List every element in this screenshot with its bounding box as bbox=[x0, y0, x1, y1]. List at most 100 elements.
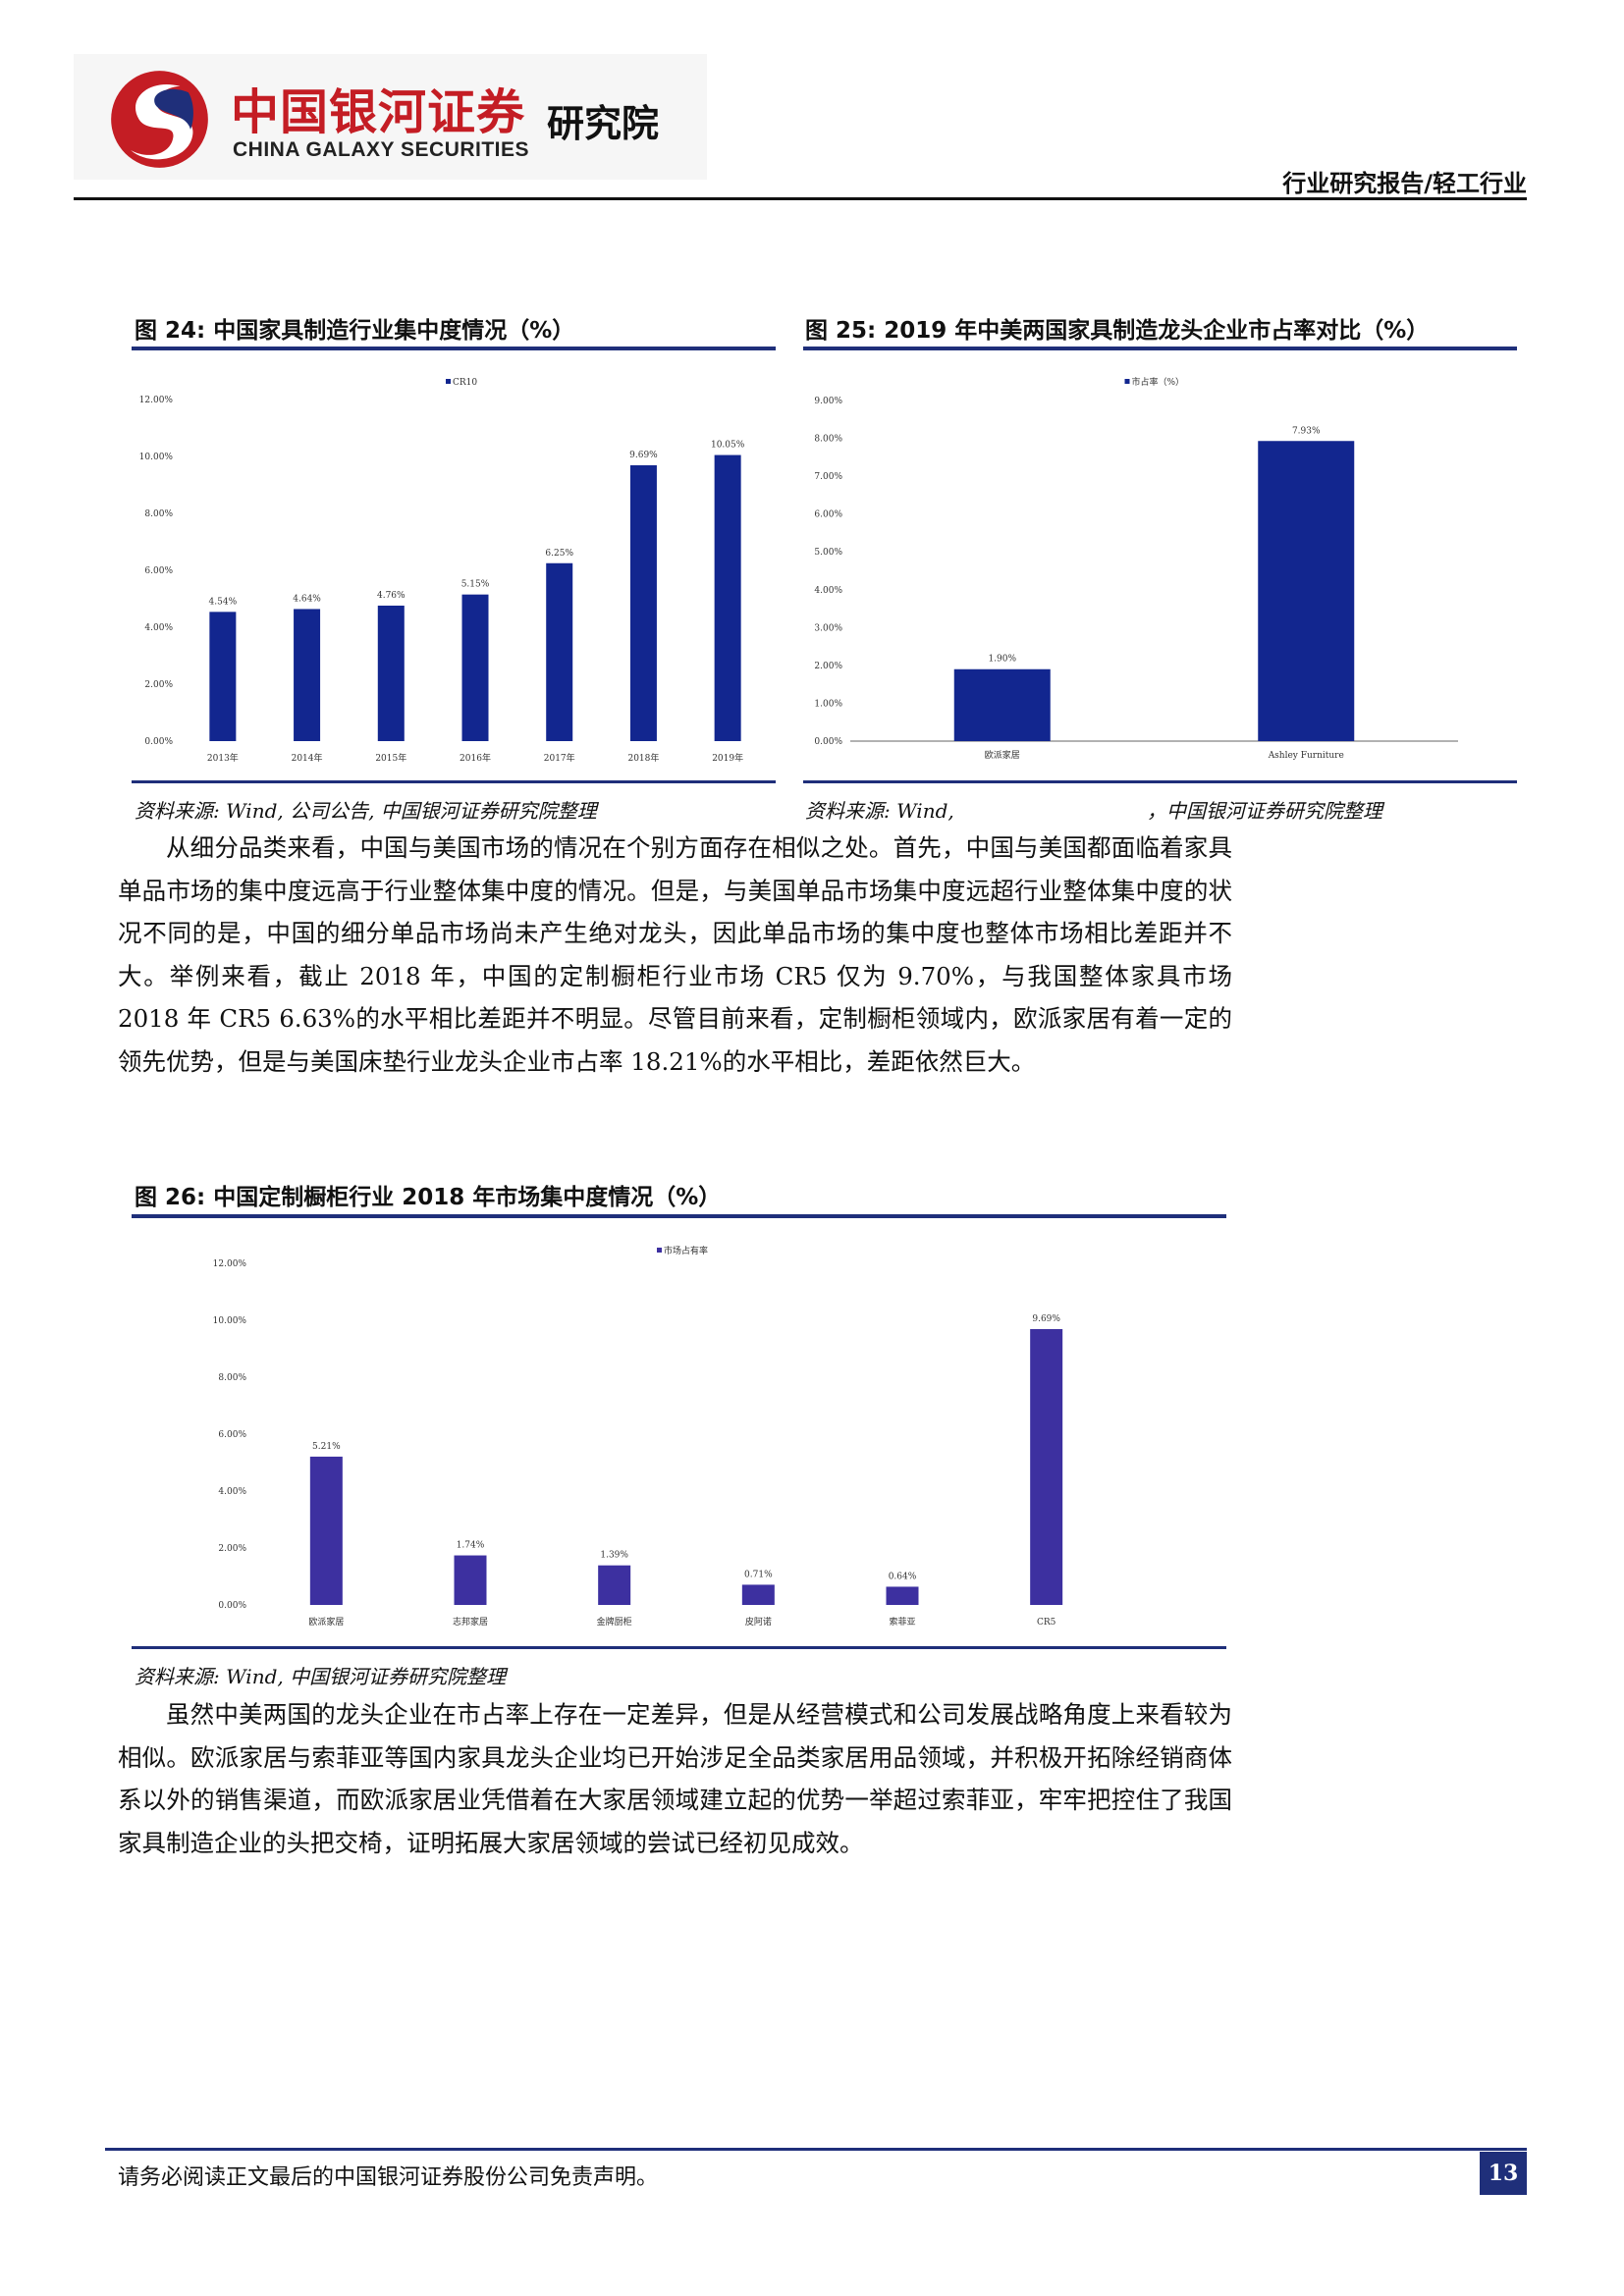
y-tick-label: 4.00% bbox=[144, 623, 173, 633]
footer-disclaimer: 请务必阅读正文最后的中国银河证券股份公司免责声明。 bbox=[118, 2165, 659, 2190]
x-category-label: 2017年 bbox=[544, 752, 575, 764]
bar-value-label: 9.69% bbox=[1032, 1314, 1060, 1324]
page-header: 中国银河证券 CHINA GALAXY SECURITIES 研究院 行业研究报… bbox=[74, 54, 1527, 201]
legend: 市场占有率 bbox=[657, 1245, 708, 1256]
y-tick-label: 3.00% bbox=[814, 623, 842, 633]
x-category-label: 2013年 bbox=[207, 752, 239, 764]
bar-value-label: 5.15% bbox=[461, 580, 490, 590]
fig26-top-rule bbox=[132, 1214, 1226, 1218]
bar-value-label: 4.54% bbox=[209, 597, 238, 607]
bar-value-label: 7.93% bbox=[1292, 426, 1321, 436]
bar bbox=[461, 594, 489, 741]
bar-value-label: 10.05% bbox=[711, 441, 745, 451]
paragraph-text: 从细分品类来看，中国与美国市场的情况在个别方面存在相似之处。首先，中国与美国都面… bbox=[118, 833, 1232, 1076]
bar-value-label: 0.64% bbox=[889, 1572, 917, 1581]
y-tick-label: 8.00% bbox=[218, 1373, 246, 1383]
x-category-label: 2016年 bbox=[460, 752, 491, 764]
x-category-label: 志邦家居 bbox=[453, 1616, 488, 1628]
y-tick-label: 2.00% bbox=[144, 680, 173, 690]
bar bbox=[546, 562, 573, 741]
legend-swatch bbox=[446, 379, 451, 384]
bar-value-label: 9.69% bbox=[629, 451, 658, 460]
bar bbox=[953, 668, 1051, 741]
fig25-source-right: ，中国银河证券研究院整理 bbox=[1147, 799, 1382, 823]
bar bbox=[454, 1555, 487, 1605]
fig24-top-rule bbox=[132, 347, 776, 350]
bar bbox=[309, 1456, 343, 1605]
fig26-bottom-rule bbox=[132, 1646, 1226, 1649]
fig26-chart: 市场占有率 0.00% 2.00% 4.00% 6.00% 8.00% 10.00% 12.0… bbox=[132, 1232, 1226, 1639]
bar bbox=[629, 464, 657, 741]
bar-value-label: 6.25% bbox=[545, 549, 573, 559]
fig24-title: 图 24: 中国家具制造行业集中度情况（%） bbox=[135, 318, 575, 344]
bar-value-label: 4.64% bbox=[293, 594, 321, 604]
bar-value-label: 4.76% bbox=[377, 591, 406, 601]
fig25-chart: 市占率（%） 0.00% 1.00% 2.00% 3.00% 4.00% 5.00% 6.00… bbox=[803, 363, 1517, 775]
report-type: 行业研究报告/轻工行业 bbox=[1282, 170, 1527, 197]
y-tick-label: 4.00% bbox=[218, 1487, 246, 1497]
fig24-bottom-rule bbox=[132, 780, 776, 783]
bar bbox=[209, 612, 237, 741]
legend-swatch bbox=[657, 1248, 662, 1253]
fig26-title: 图 26: 中国定制橱柜行业 2018 年市场集中度情况（%） bbox=[135, 1185, 722, 1210]
y-tick-label: 0.00% bbox=[144, 737, 173, 747]
bar-value-label: 5.21% bbox=[312, 1442, 341, 1452]
bar-value-label: 1.74% bbox=[457, 1541, 485, 1551]
x-category-label: 2015年 bbox=[375, 752, 406, 764]
logo: 中国银河证券 CHINA GALAXY SECURITIES 研究院 bbox=[74, 54, 707, 180]
fig24-source: 资料来源: Wind, 公司公告, 中国银河证券研究院整理 bbox=[135, 799, 597, 823]
bar bbox=[741, 1584, 775, 1605]
y-tick-label: 5.00% bbox=[814, 548, 842, 558]
header-divider bbox=[74, 197, 1527, 200]
fig26-source: 资料来源: Wind, 中国银河证券研究院整理 bbox=[135, 1665, 507, 1688]
logo-institute: 研究院 bbox=[547, 102, 660, 145]
page-number: 13 bbox=[1480, 2152, 1527, 2195]
y-tick-label: 12.00% bbox=[139, 396, 174, 405]
body-paragraph-2: 虽然中美两国的龙头企业在市占率上存在一定差异，但是从经营模式和公司发展战略角度上… bbox=[118, 1693, 1232, 1864]
x-category-label: 2018年 bbox=[627, 752, 659, 764]
legend: 市占率（%） bbox=[1124, 376, 1185, 388]
fig25-source-left: 资料来源: Wind, bbox=[805, 799, 954, 823]
bar bbox=[294, 609, 321, 741]
bar bbox=[598, 1565, 631, 1605]
legend-swatch bbox=[1124, 379, 1130, 384]
bar-value-label: 0.71% bbox=[744, 1570, 773, 1579]
fig25-top-rule bbox=[803, 347, 1517, 350]
y-tick-label: 8.00% bbox=[814, 435, 842, 445]
y-tick-label: 7.00% bbox=[814, 472, 842, 482]
x-category-label: 金牌厨柜 bbox=[597, 1616, 632, 1628]
y-tick-label: 9.00% bbox=[814, 397, 842, 406]
x-category-label: CR5 bbox=[1037, 1618, 1056, 1628]
y-tick-label: 10.00% bbox=[213, 1316, 247, 1326]
legend: CR10 bbox=[446, 378, 477, 388]
x-category-label: 欧派家居 bbox=[985, 749, 1020, 761]
bar bbox=[1030, 1328, 1063, 1605]
bar-value-label: 1.39% bbox=[600, 1551, 628, 1561]
footer-divider bbox=[105, 2148, 1527, 2151]
y-tick-label: 0.00% bbox=[218, 1601, 246, 1611]
y-tick-label: 4.00% bbox=[814, 586, 842, 596]
x-category-label: Ashley Furniture bbox=[1268, 751, 1344, 761]
logo-chinese-name: 中国银河证券 bbox=[231, 84, 526, 140]
galaxy-logo-icon bbox=[111, 71, 208, 168]
bar bbox=[886, 1586, 919, 1605]
y-tick-label: 1.00% bbox=[814, 699, 842, 709]
body-paragraph-1: 从细分品类来看，中国与美国市场的情况在个别方面存在相似之处。首先，中国与美国都面… bbox=[118, 827, 1232, 1084]
x-category-label: 欧派家居 bbox=[308, 1616, 344, 1628]
y-tick-label: 6.00% bbox=[814, 510, 842, 520]
bar-value-label: 1.90% bbox=[988, 655, 1016, 665]
y-tick-label: 2.00% bbox=[814, 662, 842, 671]
fig24-chart: CR10 0.00% 2.00% 4.00% 6.00% 8.00% 10.00% 12.00… bbox=[132, 363, 776, 775]
y-tick-label: 0.00% bbox=[814, 737, 842, 747]
logo-english-name: CHINA GALAXY SECURITIES bbox=[233, 138, 530, 161]
legend-label: 市场占有率 bbox=[664, 1245, 708, 1256]
y-tick-label: 6.00% bbox=[144, 566, 173, 576]
y-tick-label: 10.00% bbox=[139, 453, 174, 462]
bar bbox=[377, 605, 405, 741]
legend-label: 市占率（%） bbox=[1132, 376, 1185, 388]
y-tick-label: 12.00% bbox=[213, 1259, 247, 1269]
bar bbox=[1258, 441, 1355, 741]
bar bbox=[714, 454, 741, 741]
fig25-title: 图 25: 2019 年中美两国家具制造龙头企业市占率对比（%） bbox=[805, 318, 1430, 344]
x-category-label: 索菲亚 bbox=[889, 1616, 915, 1628]
